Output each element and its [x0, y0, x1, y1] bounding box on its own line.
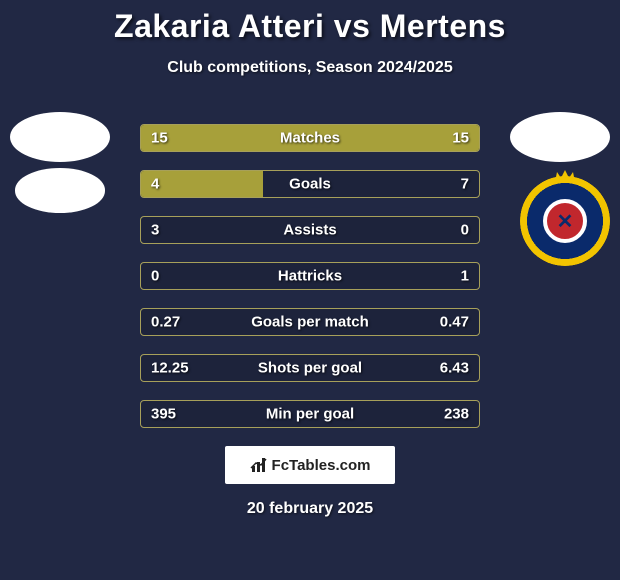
stat-label: Matches: [141, 130, 479, 147]
player-right-avatar: [510, 112, 610, 162]
chart-icon: [250, 456, 268, 474]
stat-row: 47Goals: [140, 170, 480, 198]
site-logo: FcTables.com: [225, 446, 395, 484]
stat-label: Shots per goal: [141, 360, 479, 377]
club-right-badge: ✕: [520, 176, 610, 266]
crown-icon: [553, 170, 577, 184]
stat-row: 0.270.47Goals per match: [140, 308, 480, 336]
stat-label: Goals: [141, 176, 479, 193]
stat-row: 1515Matches: [140, 124, 480, 152]
stat-label: Goals per match: [141, 314, 479, 331]
player-left-avatar: [10, 112, 110, 162]
site-logo-text: FcTables.com: [272, 457, 371, 474]
comparison-bars: 1515Matches 47Goals 30Assists 01Hattricks 0.…: [140, 124, 480, 446]
crest-icon: ✕: [543, 199, 587, 243]
date-label: 20 february 2025: [0, 500, 620, 518]
stat-label: Hattricks: [141, 268, 479, 285]
page-title: Zakaria Atteri vs Mertens: [0, 0, 620, 45]
stat-row: 30Assists: [140, 216, 480, 244]
stat-row: 01Hattricks: [140, 262, 480, 290]
stat-label: Min per goal: [141, 406, 479, 423]
club-left-badge: [15, 168, 105, 213]
stat-row: 395238Min per goal: [140, 400, 480, 428]
stat-label: Assists: [141, 222, 479, 239]
stat-row: 12.256.43Shots per goal: [140, 354, 480, 382]
subtitle: Club competitions, Season 2024/2025: [0, 59, 620, 77]
